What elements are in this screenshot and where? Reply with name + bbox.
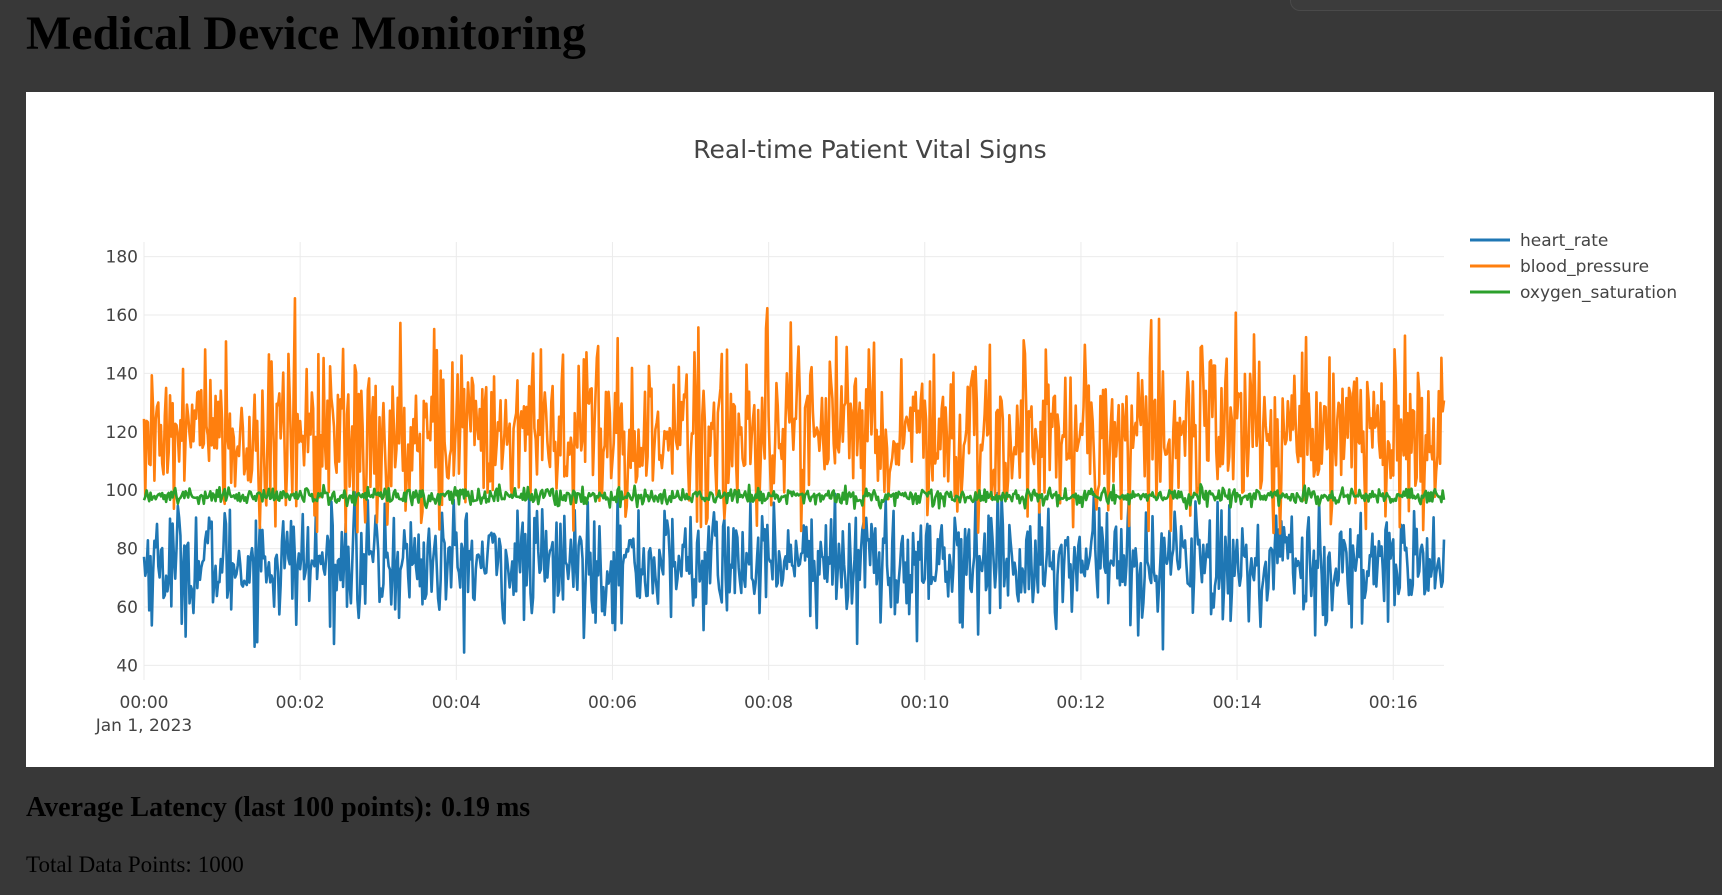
- chart-container: Real-time Patient Vital Signs 40 60 80 100 1…: [26, 92, 1714, 767]
- y-tick-label: 80: [116, 540, 138, 560]
- series-line-blood-pressure: [142, 296, 1446, 535]
- x-tick-label: 00:14: [1213, 693, 1262, 713]
- x-tick-label: 00:16: [1369, 693, 1418, 713]
- latency-unit: ms: [495, 792, 531, 823]
- series-line-oxygen-saturation: [142, 483, 1446, 511]
- x-tick-label: 00:06: [588, 693, 637, 713]
- legend-item-heart-rate[interactable]: heart_rate: [1470, 231, 1608, 251]
- legend-label: oxygen_saturation: [1520, 283, 1677, 303]
- x-tick-label: 00:12: [1056, 693, 1105, 713]
- y-tick-label: 140: [106, 364, 138, 384]
- x-tick-label: 00:10: [900, 693, 949, 713]
- y-tick-label: 100: [106, 481, 138, 501]
- legend: heart_rate blood_pressure oxygen_saturatio…: [1470, 231, 1677, 303]
- series-line-heart-rate: [142, 490, 1446, 654]
- series-lines: [142, 296, 1446, 654]
- x-tick-label: 00:02: [276, 693, 325, 713]
- legend-label: heart_rate: [1520, 231, 1608, 251]
- window-edge: [1290, 0, 1722, 11]
- latency-value: 0.19: [440, 792, 490, 823]
- latency-readout: Average Latency (last 100 points): 0.19 ms: [26, 792, 530, 824]
- vital-signs-chart: Real-time Patient Vital Signs 40 60 80 100 1…: [95, 135, 1677, 736]
- legend-item-blood-pressure[interactable]: blood_pressure: [1470, 257, 1649, 277]
- y-tick-label: 160: [106, 306, 138, 326]
- x-tick-label: 00:08: [744, 693, 793, 713]
- x-tick-label: 00:04: [432, 693, 481, 713]
- total-points-readout: Total Data Points: 1000: [26, 852, 244, 878]
- chart-title: Real-time Patient Vital Signs: [693, 135, 1046, 164]
- axes: 40 60 80 100 120 140 160 180 00:00 00:02 00:04 00:0…: [95, 248, 1418, 736]
- y-tick-label: 60: [116, 598, 138, 618]
- total-points-value: 1000: [197, 852, 244, 877]
- page-title: Medical Device Monitoring: [26, 7, 586, 60]
- total-points-label: Total Data Points:: [26, 852, 192, 877]
- x-tick-label: 00:00: [120, 693, 169, 713]
- y-tick-label: 40: [116, 656, 138, 676]
- legend-item-oxygen-saturation[interactable]: oxygen_saturation: [1470, 283, 1677, 303]
- latency-label: Average Latency (last 100 points):: [26, 792, 433, 823]
- legend-label: blood_pressure: [1520, 257, 1649, 277]
- x-date-label: Jan 1, 2023: [95, 716, 193, 736]
- y-tick-label: 120: [106, 423, 138, 443]
- y-tick-label: 180: [106, 248, 138, 268]
